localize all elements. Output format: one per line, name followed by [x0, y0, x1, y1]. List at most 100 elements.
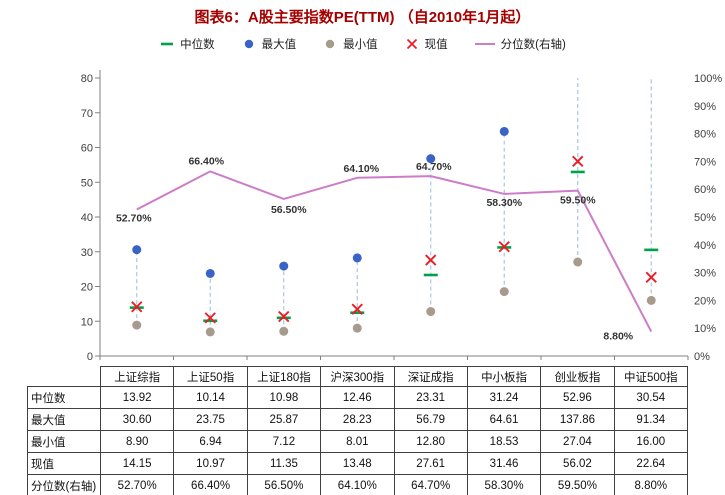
- column-header: 上证50指: [173, 366, 248, 387]
- max-point: [426, 154, 436, 164]
- left-axis-label: 80: [81, 73, 93, 85]
- table-cell: 52.70%: [99, 474, 175, 495]
- min-marker-icon: [325, 39, 335, 49]
- min-point: [205, 327, 215, 337]
- table-cell: 64.61: [466, 408, 542, 431]
- pe-ttm-chart: 0 10 20 30 40 50 60 70 80 0% 10% 20% 30% 40% 50% 60% 70%…: [81, 70, 722, 363]
- left-axis-label: 60: [81, 143, 93, 155]
- table-cell: 59.50%: [540, 474, 615, 495]
- legend-item-percentile: 分位数(右轴): [474, 36, 566, 52]
- right-axis-label: 70%: [694, 156, 716, 168]
- right-axis-label: 50%: [694, 212, 716, 224]
- table-cell: 22.64: [613, 452, 689, 475]
- current-x: [425, 254, 437, 266]
- min-point: [279, 326, 289, 336]
- table-cell: 11.35: [246, 452, 322, 475]
- table-cell: 27.04: [540, 430, 615, 453]
- column-header: 上证180指: [246, 366, 322, 387]
- table-cell: 28.23: [320, 408, 395, 431]
- legend-label: 中位数: [180, 39, 215, 51]
- percentile-label: 64.10%: [343, 163, 379, 175]
- chart-legend: 中位数 最大值 最小值 现值 分位数(右轴): [0, 30, 725, 58]
- table-cell: 31.46: [466, 452, 542, 475]
- current-x: [498, 241, 510, 253]
- row-label: 最大值: [27, 408, 101, 431]
- max-point: [205, 268, 215, 278]
- table-cell: 18.53: [466, 430, 542, 453]
- table-cell: 30.60: [99, 408, 175, 431]
- column-header: 中证500指: [613, 366, 689, 387]
- right-axis-label: 80%: [694, 129, 716, 141]
- column-header: 上证综指: [99, 366, 175, 387]
- table-cell: 10.97: [173, 452, 248, 475]
- table-row: 现值 14.15 10.97 11.35 13.48 27.61 31.46 56.02 22.…: [27, 452, 689, 475]
- percentile-label: 56.50%: [271, 204, 307, 216]
- right-axis-label: 100%: [694, 73, 722, 85]
- percentile-label: 8.80%: [603, 331, 633, 343]
- percentile-label: 52.70%: [116, 212, 152, 224]
- right-axis-label: 0%: [694, 351, 710, 363]
- percentile-label: 58.30%: [486, 197, 522, 209]
- figure-container: 图表6：A股主要指数PE(TTM) （自2010年1月起） 中位数 最大值 最小值现…: [0, 6, 725, 495]
- right-axis-label: 30%: [694, 268, 716, 280]
- table-cell: 13.48: [320, 452, 395, 475]
- table-cell: 8.80%: [613, 474, 689, 495]
- table-cell: 27.61: [393, 452, 468, 475]
- left-axis-label: 70: [81, 108, 93, 120]
- current-x: [131, 301, 143, 313]
- table-cell: 30.54: [613, 386, 689, 409]
- left-axis-label: 30: [81, 247, 93, 259]
- percentile-label: 64.70%: [416, 161, 452, 173]
- table-row: 最大值 30.60 23.75 25.87 28.23 56.79 64.61 137.86 9…: [27, 408, 689, 431]
- current-x: [204, 312, 216, 324]
- table-row: 最小值 8.90 6.94 7.12 8.01 12.80 18.53 27.04 16.00: [27, 430, 689, 453]
- left-axis-label: 10: [81, 316, 93, 328]
- legend-item-min: 最小值: [322, 36, 378, 52]
- table-cell: 64.70%: [393, 474, 468, 495]
- max-point: [352, 253, 362, 263]
- current-x: [645, 271, 657, 283]
- table-cell: 58.30%: [466, 474, 542, 495]
- legend-label: 现值: [424, 39, 448, 51]
- max-point: [499, 126, 509, 136]
- left-axis-label: 20: [81, 282, 93, 294]
- right-axis-label: 40%: [694, 240, 716, 252]
- table-cell: 91.34: [613, 408, 689, 431]
- table-row: 中位数 13.92 10.14 10.98 12.46 23.31 31.24 52.96 30…: [27, 386, 689, 409]
- min-point: [426, 307, 436, 317]
- left-axis-label: 50: [81, 177, 93, 189]
- legend-item-current: 现值: [404, 36, 448, 52]
- table-cell: 8.90: [99, 430, 175, 453]
- percentile-label: 66.40%: [188, 155, 224, 167]
- table-cell: 13.92: [99, 386, 175, 409]
- table-cell: 7.12: [246, 430, 322, 453]
- row-label: 中位数: [27, 386, 101, 409]
- table-cell: 23.31: [393, 386, 468, 409]
- table-cell: 12.80: [393, 430, 468, 453]
- median-marker-icon: [161, 42, 174, 46]
- legend-label: 最小值: [343, 39, 378, 51]
- max-point: [279, 261, 289, 271]
- table-row: 分位数(右轴) 52.70% 66.40% 56.50% 64.10% 64.70% 58.…: [27, 474, 689, 495]
- percentile-line: [136, 170, 653, 332]
- table-header-row: 上证综指 上证50指 上证180指 沪深300指 深证成指 中小板指 创业板指 中证500指: [28, 366, 689, 387]
- right-axis-label: 20%: [694, 295, 716, 307]
- table-body: 中位数 13.92 10.14 10.98 12.46 23.31 31.24 52.96 30…: [27, 386, 689, 495]
- min-point: [499, 287, 509, 297]
- chart-title: 图表6：A股主要指数PE(TTM) （自2010年1月起）: [194, 9, 531, 26]
- table-cell: 14.15: [99, 452, 175, 475]
- table-cell: 6.94: [173, 430, 248, 453]
- min-point: [646, 295, 656, 305]
- column-header: 深证成指: [393, 366, 468, 387]
- table-header: 上证综指 上证50指 上证180指 沪深300指 深证成指 中小板指 创业板指 中证500指: [28, 366, 689, 387]
- left-axis-label: 40: [81, 212, 93, 224]
- right-axis-label: 10%: [694, 323, 716, 335]
- table-cell: 16.00: [613, 430, 689, 453]
- row-label: 最小值: [27, 430, 101, 453]
- table-cell: 10.98: [246, 386, 322, 409]
- table-cell: 56.02: [540, 452, 615, 475]
- legend-label: 分位数(右轴): [500, 39, 566, 51]
- left-axis-label: 0: [87, 351, 93, 363]
- data-table: 上证综指 上证50指 上证180指 沪深300指 深证成指 中小板指 创业板指 中证500指 …: [27, 366, 689, 495]
- current-x: [278, 310, 290, 323]
